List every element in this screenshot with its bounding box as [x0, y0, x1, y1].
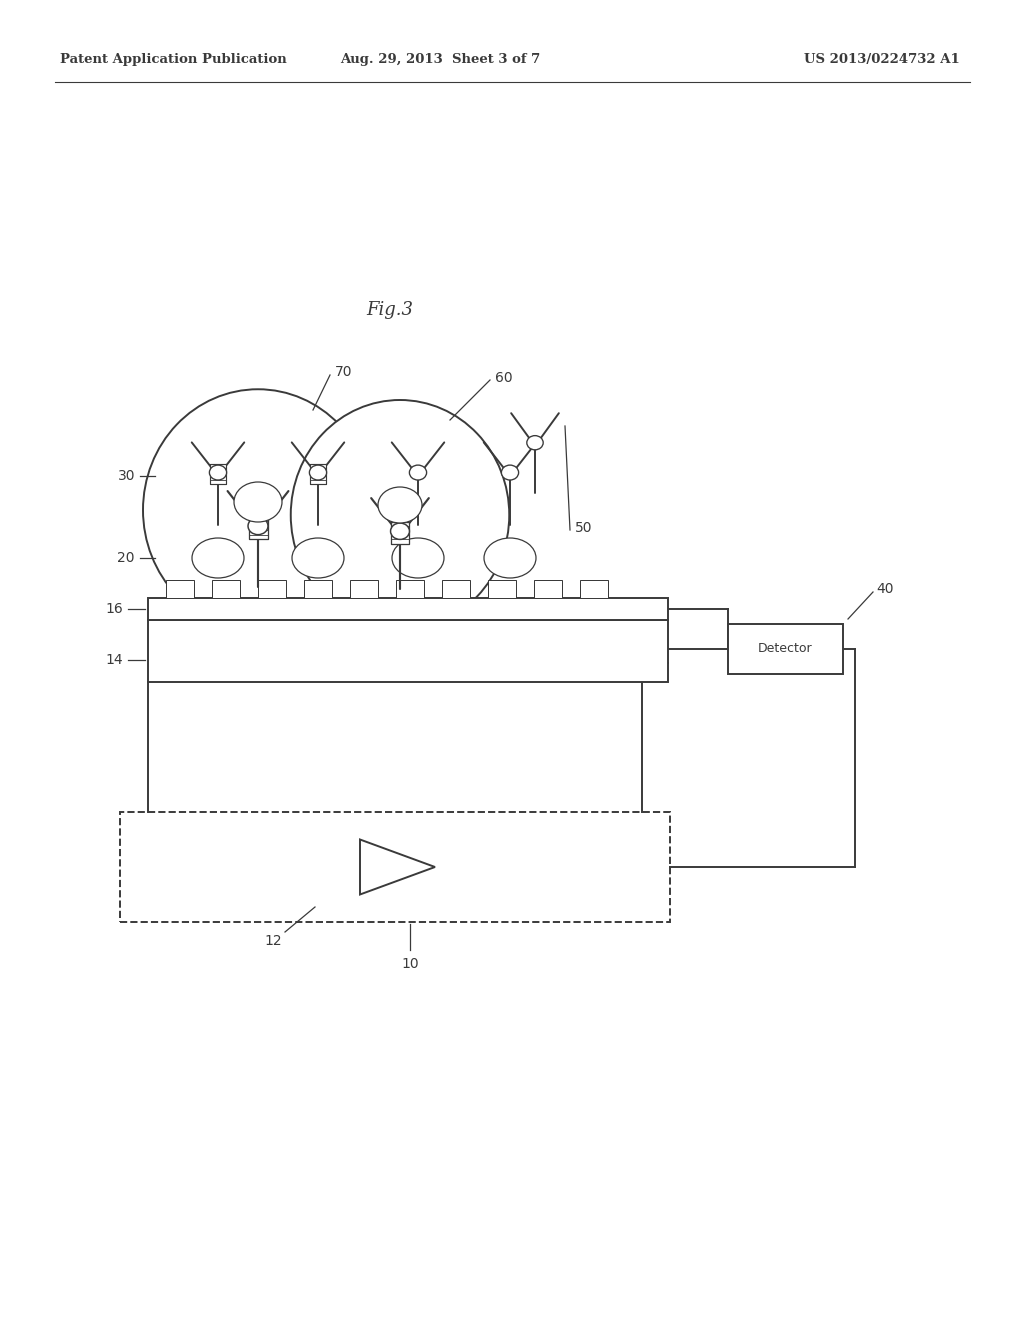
Bar — [310, 465, 327, 484]
Ellipse shape — [484, 539, 536, 578]
Text: 30: 30 — [118, 469, 135, 483]
Ellipse shape — [143, 389, 373, 631]
Bar — [580, 579, 608, 598]
Text: Detector: Detector — [758, 643, 813, 656]
Bar — [212, 579, 240, 598]
Text: 16: 16 — [105, 602, 123, 616]
Text: 10: 10 — [401, 957, 419, 972]
Ellipse shape — [390, 523, 410, 540]
Bar — [258, 579, 286, 598]
Ellipse shape — [291, 400, 509, 630]
Text: 20: 20 — [118, 550, 135, 565]
Bar — [304, 579, 332, 598]
Bar — [728, 624, 843, 675]
Bar — [488, 579, 516, 598]
Bar — [534, 579, 562, 598]
Ellipse shape — [234, 482, 282, 521]
Ellipse shape — [193, 539, 244, 578]
Bar — [210, 465, 226, 484]
Text: 50: 50 — [575, 521, 593, 535]
Bar — [166, 579, 194, 598]
Ellipse shape — [502, 465, 518, 480]
Text: Fig.3: Fig.3 — [367, 301, 414, 319]
Bar — [148, 620, 668, 682]
Polygon shape — [360, 840, 435, 895]
Ellipse shape — [526, 436, 543, 450]
Text: Aug. 29, 2013  Sheet 3 of 7: Aug. 29, 2013 Sheet 3 of 7 — [340, 54, 540, 66]
Ellipse shape — [392, 539, 444, 578]
Bar — [350, 579, 378, 598]
Ellipse shape — [209, 465, 226, 480]
Text: 40: 40 — [876, 582, 894, 597]
Ellipse shape — [309, 465, 327, 480]
Bar — [148, 598, 668, 620]
Ellipse shape — [410, 465, 427, 480]
Text: 14: 14 — [105, 653, 123, 668]
Text: 60: 60 — [495, 371, 513, 385]
Ellipse shape — [378, 487, 422, 523]
Bar — [249, 516, 267, 539]
Text: Patent Application Publication: Patent Application Publication — [60, 54, 287, 66]
Bar — [442, 579, 470, 598]
Text: 12: 12 — [264, 935, 282, 948]
Bar — [391, 521, 409, 544]
Bar — [396, 579, 424, 598]
Ellipse shape — [248, 517, 268, 535]
Text: US 2013/0224732 A1: US 2013/0224732 A1 — [804, 54, 961, 66]
Ellipse shape — [292, 539, 344, 578]
Text: 70: 70 — [335, 366, 352, 379]
Bar — [120, 812, 670, 921]
